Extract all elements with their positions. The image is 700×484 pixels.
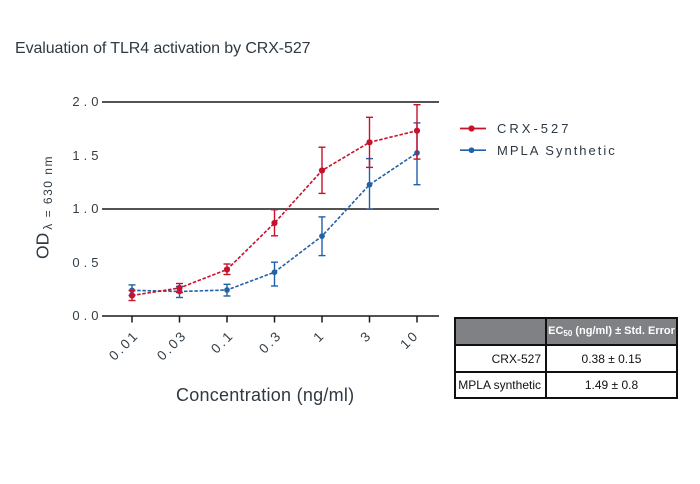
svg-text:ODλ = 630 nm: ODλ = 630 nm: [33, 155, 56, 259]
